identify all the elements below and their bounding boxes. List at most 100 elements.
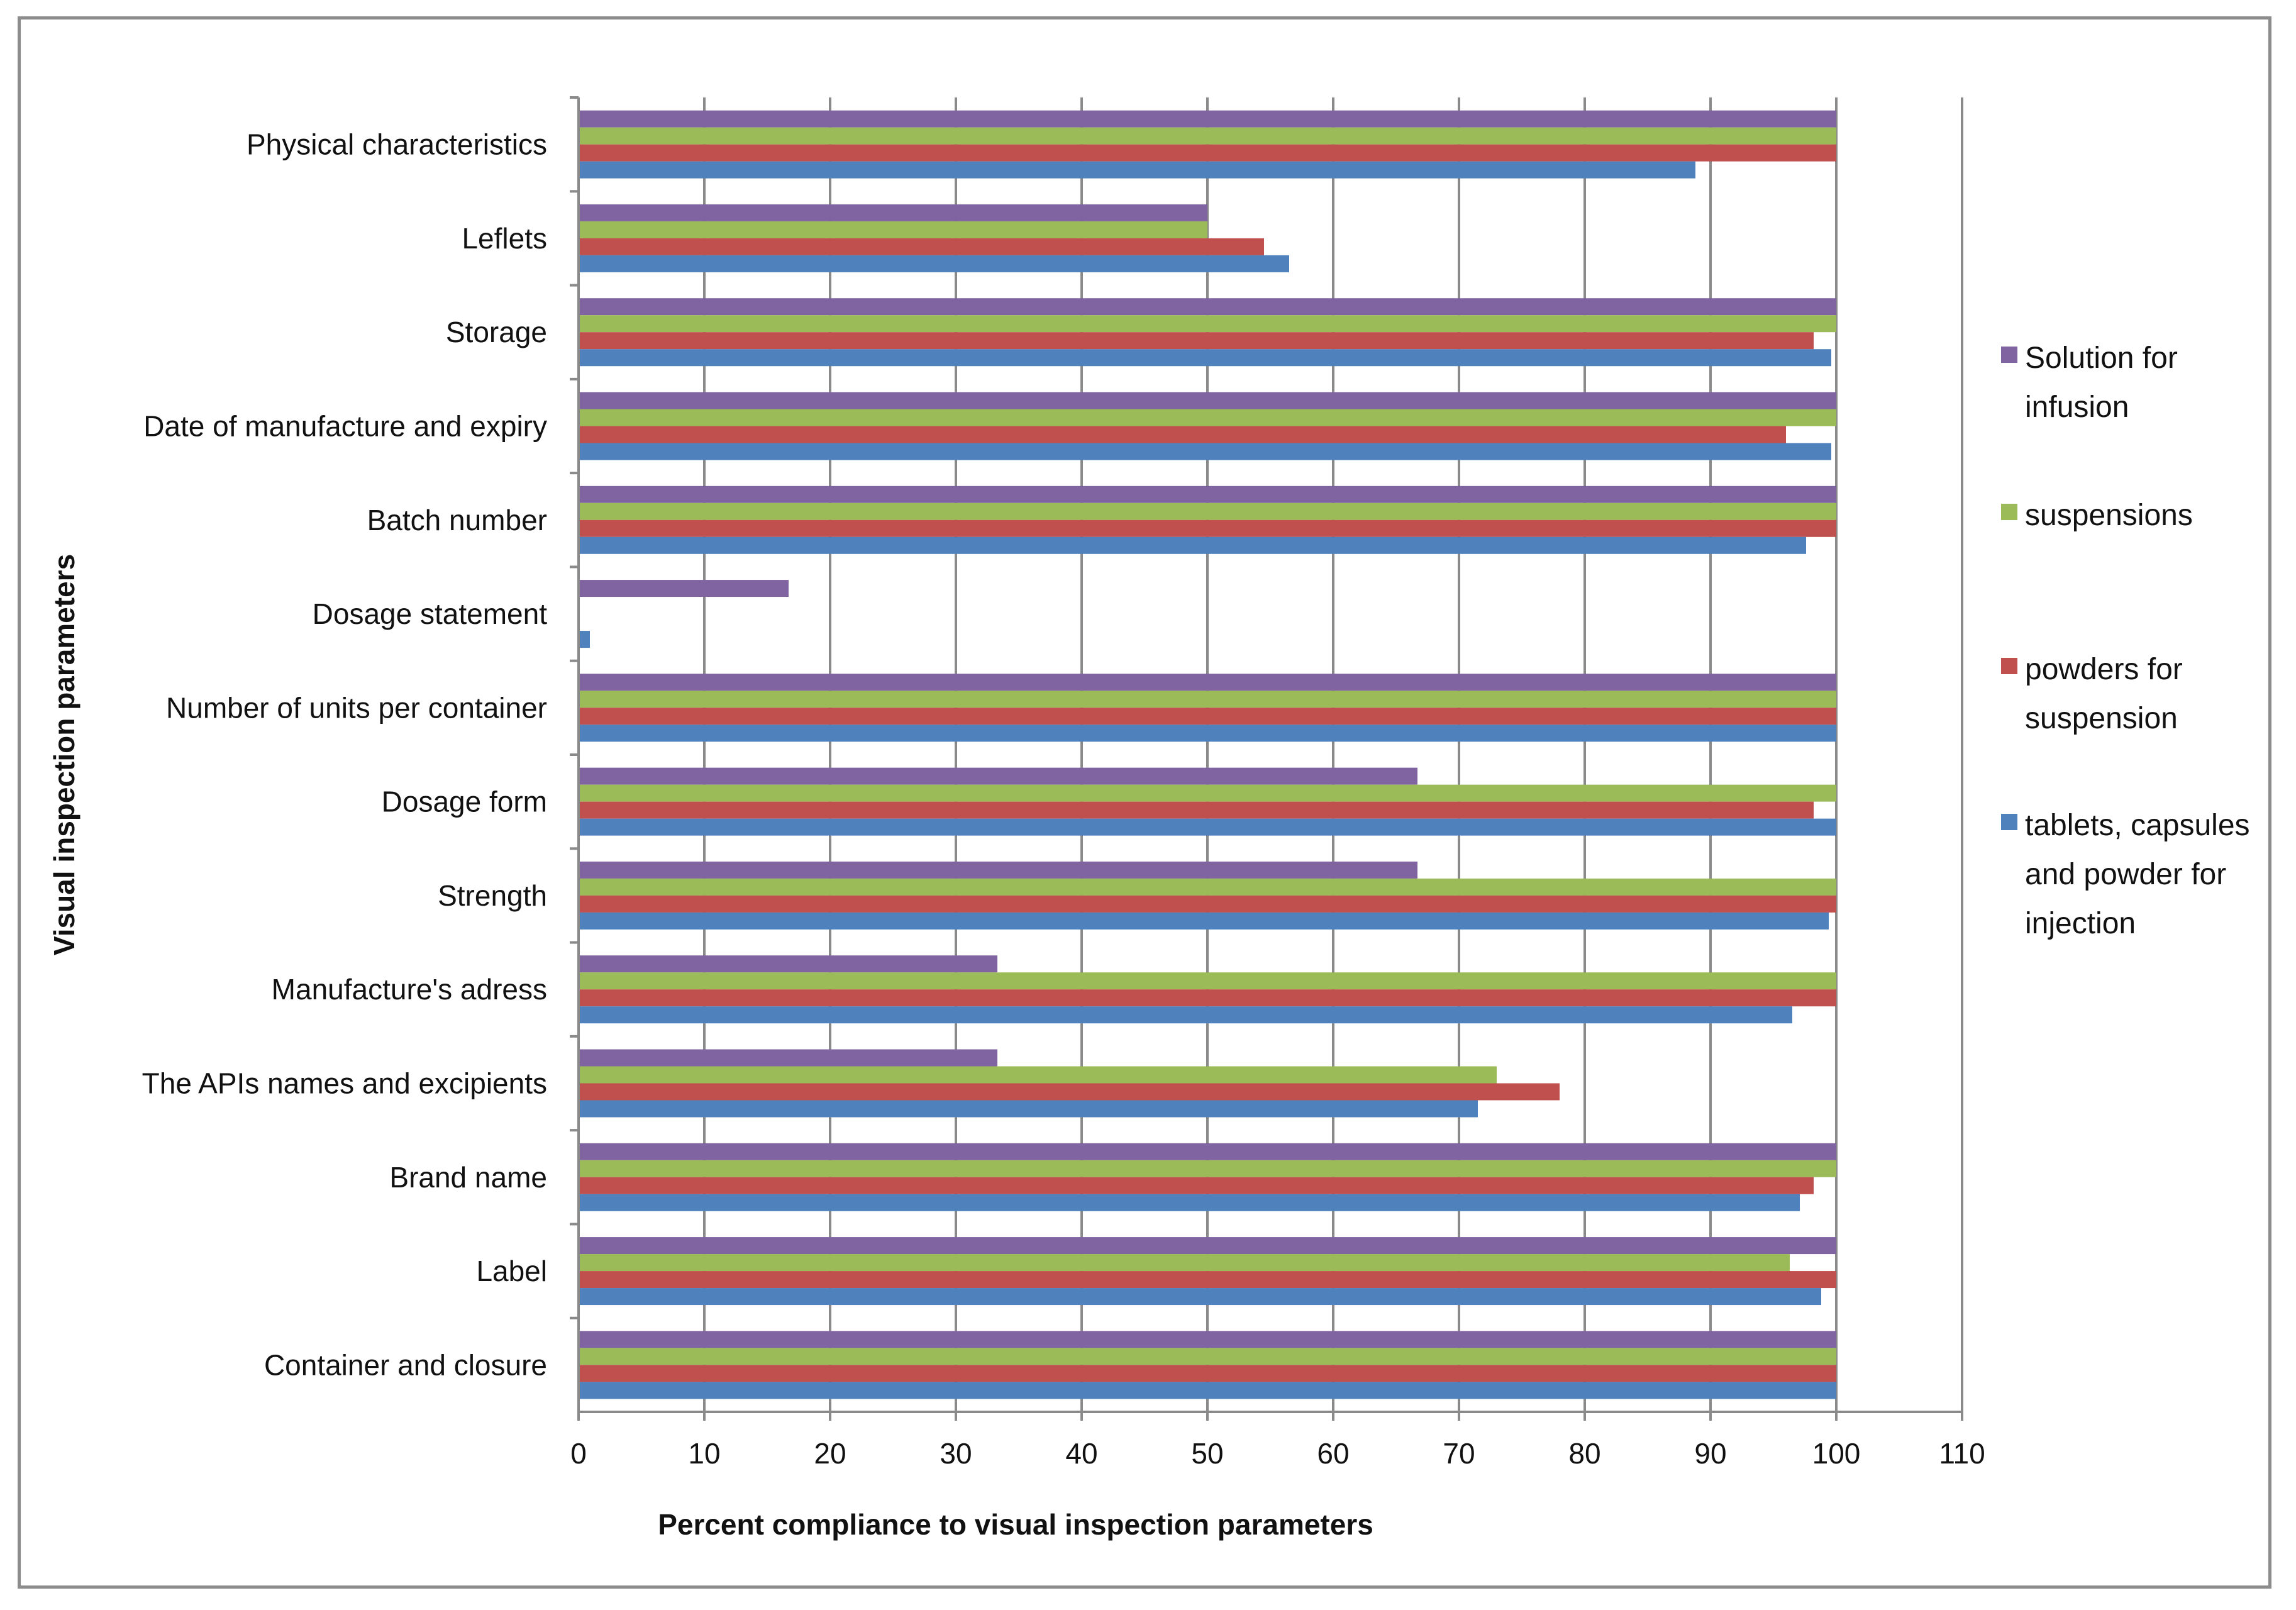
y-category-label: Container and closure [264, 1348, 547, 1381]
bar [579, 1288, 1821, 1306]
bar [579, 536, 1806, 554]
bar [579, 818, 1836, 836]
legend-label: suspension [2025, 702, 2178, 735]
gridlines [703, 97, 1963, 1412]
x-tick-label: 100 [1812, 1437, 1861, 1470]
bar [579, 443, 1831, 460]
bar [579, 724, 1836, 742]
bar [579, 1254, 1790, 1272]
bar [579, 1143, 1836, 1160]
x-tick-label: 90 [1694, 1437, 1726, 1470]
y-category-label: Strength [438, 879, 547, 912]
bar [579, 708, 1836, 725]
bar [579, 1177, 1814, 1194]
legend-label: injection [2025, 907, 2136, 940]
bar [579, 784, 1836, 802]
bar [579, 1237, 1836, 1255]
bar [579, 691, 1836, 708]
bar [579, 861, 1417, 879]
x-tick-label: 110 [1939, 1437, 1985, 1470]
bar [579, 674, 1836, 691]
x-tick-label: 60 [1317, 1437, 1349, 1470]
y-axis-title: Visual inspection parameters [48, 554, 80, 955]
x-axis-title: Percent compliance to visual inspection … [658, 1508, 1373, 1541]
bar [579, 767, 1417, 785]
legend-swatch [2001, 658, 2017, 674]
bar [579, 1271, 1836, 1289]
legend-label: tablets, capsules [2025, 809, 2250, 842]
bar [579, 1348, 1836, 1365]
y-category-label: Physical characteristics [247, 128, 547, 161]
bar [579, 204, 1207, 221]
legend-swatch [2001, 814, 2017, 830]
legend-label: infusion [2025, 391, 2129, 424]
bar [579, 315, 1836, 333]
bar [579, 972, 1836, 990]
bar [579, 144, 1836, 162]
y-category-label: Batch number [367, 504, 547, 536]
y-category-label: Dosage form [382, 786, 547, 818]
y-category-labels: Container and closure Label Brand name The … [142, 128, 548, 1382]
bar [579, 486, 1836, 503]
legend: Solution for infusion suspensions powders f… [2001, 341, 2250, 940]
y-category-label: Number of units per container [166, 691, 547, 724]
bar [579, 409, 1836, 426]
y-category-label: Manufacture's adress [272, 973, 547, 1006]
legend-swatch [2001, 347, 2017, 363]
bar [579, 161, 1695, 179]
bar [579, 127, 1836, 145]
bar [579, 1083, 1560, 1101]
legend-label: Solution for [2025, 341, 2178, 375]
bars [579, 110, 1836, 1399]
x-tick-label: 30 [940, 1437, 972, 1470]
bar [579, 912, 1829, 930]
bar [579, 332, 1814, 350]
legend-label: and powder for [2025, 858, 2226, 891]
bar [579, 1160, 1836, 1177]
bar [579, 801, 1814, 819]
legend-label: suspensions [2025, 499, 2193, 532]
x-tick-label: 20 [814, 1437, 846, 1470]
bar [579, 298, 1836, 316]
legend-swatch [2001, 504, 2017, 520]
x-tick-label: 50 [1191, 1437, 1223, 1470]
bar [579, 502, 1836, 520]
y-category-label: Brand name [389, 1161, 547, 1194]
bar [579, 349, 1831, 367]
bar [579, 1006, 1792, 1024]
bar [579, 255, 1289, 272]
x-tick-label: 10 [688, 1437, 720, 1470]
bar [579, 1365, 1836, 1382]
x-tick-label: 70 [1443, 1437, 1475, 1470]
bar [579, 110, 1836, 128]
x-tick-label: 40 [1065, 1437, 1097, 1470]
y-category-label: Dosage statement [313, 597, 548, 630]
bar [579, 426, 1786, 443]
axes [570, 96, 1963, 1421]
y-category-label: Leflets [462, 222, 547, 255]
bar [579, 392, 1836, 409]
bar [579, 238, 1264, 255]
bar [579, 878, 1836, 896]
bar [579, 989, 1836, 1007]
bar [579, 1066, 1497, 1084]
y-category-label: The APIs names and excipients [142, 1067, 547, 1100]
bar [579, 1194, 1800, 1211]
x-tick-labels: 0 10 20 30 40 50 60 70 80 90 100 110 [570, 1437, 1985, 1470]
y-category-label: Label [476, 1255, 547, 1287]
bar [579, 1382, 1836, 1399]
bar [579, 955, 997, 973]
bar [579, 221, 1207, 238]
bar [579, 631, 590, 648]
bar [579, 580, 789, 597]
x-tick-label: 0 [570, 1437, 587, 1470]
bar [579, 519, 1836, 537]
bar [579, 895, 1836, 913]
bar [579, 1100, 1478, 1118]
y-category-label: Storage [446, 316, 547, 348]
x-tick-label: 80 [1568, 1437, 1600, 1470]
y-category-label: Date of manufacture and expiry [143, 410, 547, 443]
bar [579, 1331, 1836, 1348]
legend-label: powders for [2025, 653, 2183, 686]
